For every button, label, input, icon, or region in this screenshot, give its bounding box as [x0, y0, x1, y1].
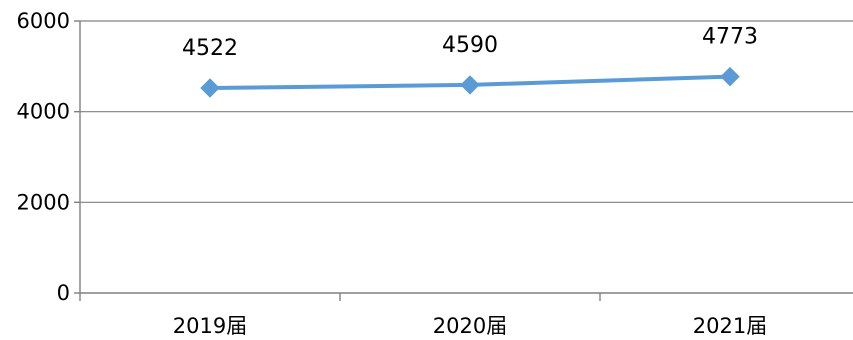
data-label: 4773 [702, 25, 758, 50]
x-tick-label: 2021届 [693, 314, 767, 338]
y-tick-label: 4000 [17, 100, 70, 124]
x-tick-label: 2020届 [433, 314, 507, 338]
data-label: 4590 [442, 33, 498, 58]
data-label: 4522 [182, 36, 238, 61]
y-tick-label: 0 [57, 281, 70, 305]
x-tick-label: 2019届 [173, 314, 247, 338]
series-markers [200, 66, 740, 98]
data-point-marker [720, 66, 740, 87]
x-axis-tick-labels: 2019届 2020届 2021届 [173, 314, 767, 338]
y-tick-label: 6000 [17, 9, 70, 33]
y-axis-tick-labels: 0 2000 4000 6000 [17, 9, 70, 305]
data-point-marker [460, 75, 480, 95]
data-point-marker [200, 78, 220, 98]
axes [74, 20, 853, 301]
data-labels: 4522 4590 4773 [182, 25, 758, 61]
gridlines [80, 20, 853, 203]
y-tick-label: 2000 [17, 190, 70, 214]
